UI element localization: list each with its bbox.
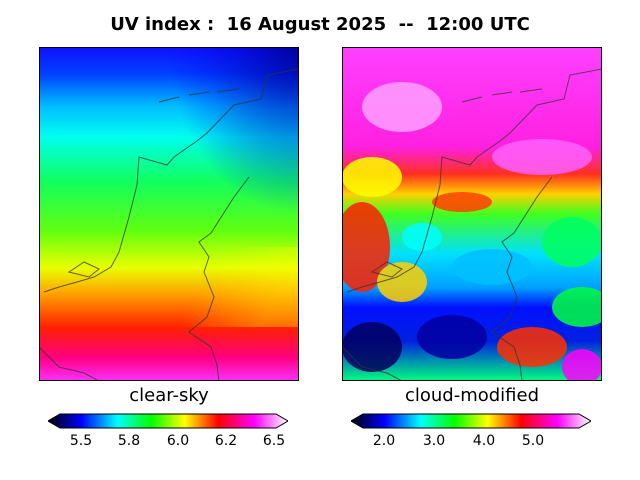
coastline-borders-right: [342, 68, 602, 381]
colorbar-tick: 5.5: [69, 433, 93, 449]
cloud-modified-colorbar: [351, 413, 591, 429]
coastline-borders: [39, 68, 299, 381]
colorbar-tick: 6.2: [214, 433, 238, 449]
colorbar-tick: 5.8: [117, 433, 141, 449]
clear-sky-map: [39, 47, 299, 381]
colorbar-tick: 6.0: [166, 433, 190, 449]
clear-sky-label: clear-sky: [129, 385, 209, 406]
colorbar-tick: 5.0: [521, 433, 545, 449]
colorbar-tick: 4.0: [472, 433, 496, 449]
chart-title: UV index : 16 August 2025 -- 12:00 UTC: [110, 14, 530, 35]
cloud-modified-label: cloud-modified: [404, 385, 540, 406]
colorbar-tick: 3.0: [422, 433, 446, 449]
colorbar-tick: 2.0: [372, 433, 396, 449]
clear-sky-colorbar: [48, 413, 288, 429]
cloud-modified-map: [342, 47, 602, 381]
colorbar-tick: 6.5: [262, 433, 286, 449]
